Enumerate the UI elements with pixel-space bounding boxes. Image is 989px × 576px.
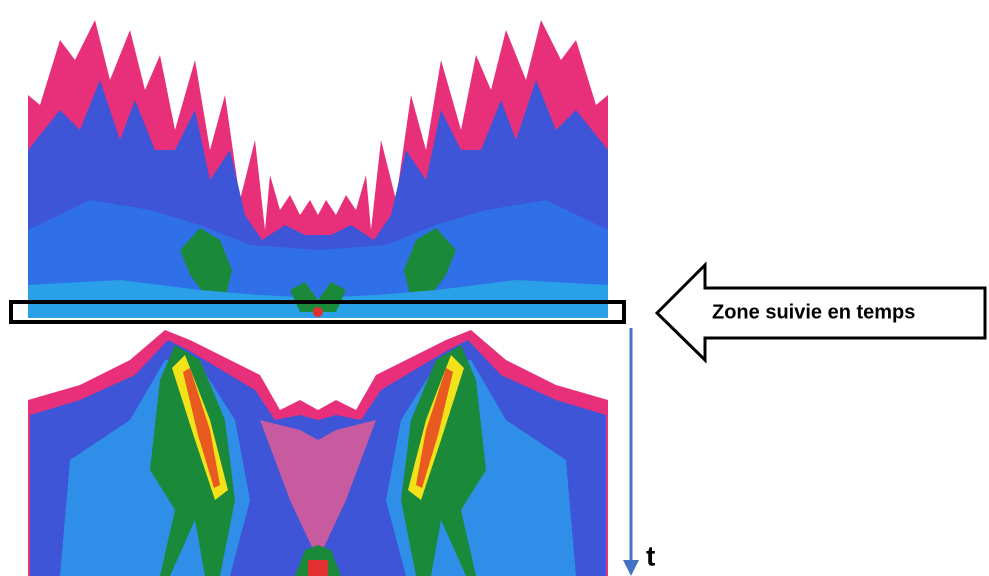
zone-frame — [9, 300, 626, 324]
time-arrowhead — [623, 560, 639, 576]
zone-label: Zone suivie en temps — [712, 301, 915, 323]
bottom-image — [28, 330, 608, 576]
top-image — [28, 20, 608, 318]
zone-arrow — [654, 261, 987, 364]
time-label: t — [646, 540, 655, 571]
